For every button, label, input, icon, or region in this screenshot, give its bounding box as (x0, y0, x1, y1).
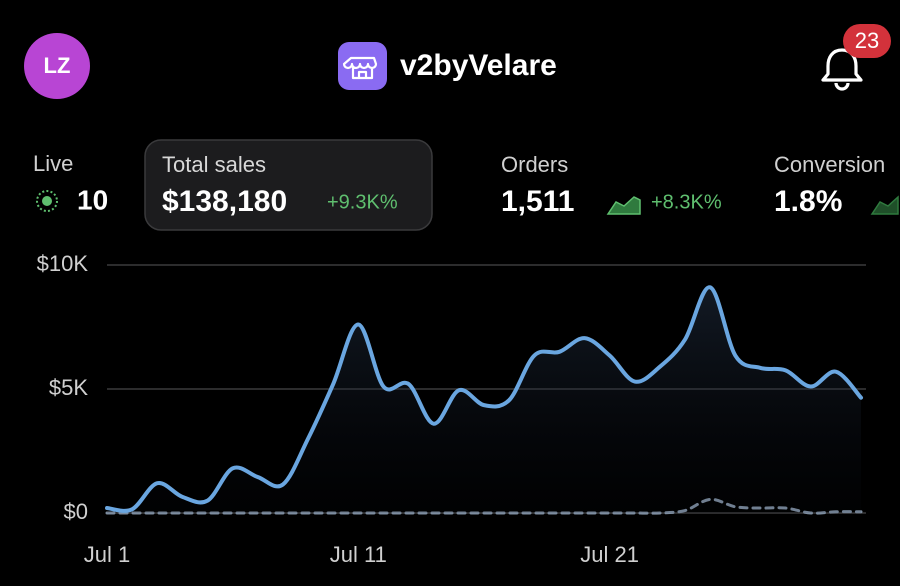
x-tick-label: Jul 11 (330, 542, 387, 567)
card[interactable] (144, 139, 433, 231)
stat-value: 1,511 (501, 185, 574, 218)
avatar-initials: LZ (44, 53, 71, 78)
avatar-button[interactable]: LZ (24, 33, 90, 99)
y-tick-label: $5K (49, 375, 88, 400)
x-tick-label: Jul 21 (580, 542, 639, 567)
live-dot (42, 196, 52, 206)
store-name: v2byVelare (400, 49, 557, 82)
total-sales-card[interactable]: Total sales $138,180 +9.3K% (144, 139, 433, 231)
trend-icon (870, 195, 899, 215)
stat-change: +8.3K% (651, 191, 722, 213)
x-tick-label: Jul 1 (84, 542, 130, 567)
store-glyph (342, 56, 378, 80)
notification-badge (843, 24, 891, 58)
notifications-button[interactable]: 23 (821, 24, 891, 91)
sales-line (105, 285, 863, 513)
stat-value: 10 (77, 184, 108, 215)
sales-chart: $0 $5K $10K Jul 1 Jul 11 Jul 21 (37, 251, 866, 567)
trend-icon (606, 196, 641, 215)
area (107, 287, 861, 513)
stat-label: Total sales (162, 152, 266, 177)
live-ring (36, 190, 58, 212)
stat-label: Orders (501, 152, 568, 177)
y-tick-label: $10K (37, 251, 89, 276)
stat-value: $138,180 (162, 185, 287, 218)
notification-count: 23 (855, 28, 879, 53)
stat-label: Live (33, 151, 73, 176)
store-icon (338, 42, 387, 90)
stat-value: 1.8% (774, 185, 842, 218)
avatar[interactable] (24, 33, 90, 99)
y-tick-label: $0 (64, 499, 88, 524)
stat-label: Conversion (774, 152, 885, 177)
store-switcher[interactable]: v2byVelare (338, 42, 557, 90)
live-indicator (36, 190, 58, 212)
stat-change: +9.3K% (327, 191, 398, 213)
